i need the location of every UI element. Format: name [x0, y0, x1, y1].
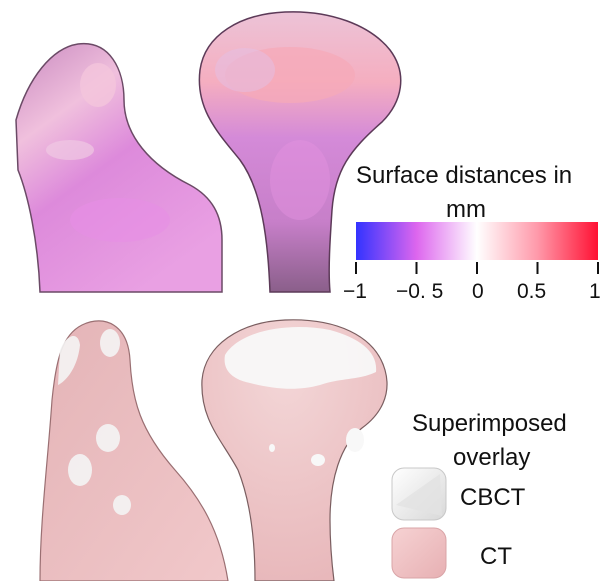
- colorbar-tick-label: −1: [343, 280, 367, 303]
- overlay-legend-title-line1: Superimposed: [412, 410, 567, 437]
- colorbar-tick-label: −0. 5: [396, 280, 444, 303]
- overlay-legend-title-line2: overlay: [453, 444, 531, 471]
- overlay-legend-swatches: [391, 467, 447, 579]
- colorbar-title-line1: Surface distances in: [356, 162, 573, 189]
- colorbar-tick-label: 0.5: [517, 280, 547, 303]
- colorbar-tick-label: 0: [472, 280, 484, 303]
- colorbar: [355, 222, 599, 274]
- cbct-label: CBCT: [460, 484, 526, 511]
- colorbar-gradient: [356, 222, 598, 260]
- colorbar-title-line2: mm: [446, 196, 486, 223]
- heatmap-left-bone: [15, 43, 223, 293]
- ct-swatch: [391, 527, 447, 579]
- overlay-right-bone: [201, 319, 388, 581]
- overlay-left-bone: [39, 320, 229, 581]
- heatmap-right-bone: [198, 11, 402, 293]
- colorbar-tick-label: 1: [589, 280, 601, 303]
- ct-label: CT: [480, 543, 512, 570]
